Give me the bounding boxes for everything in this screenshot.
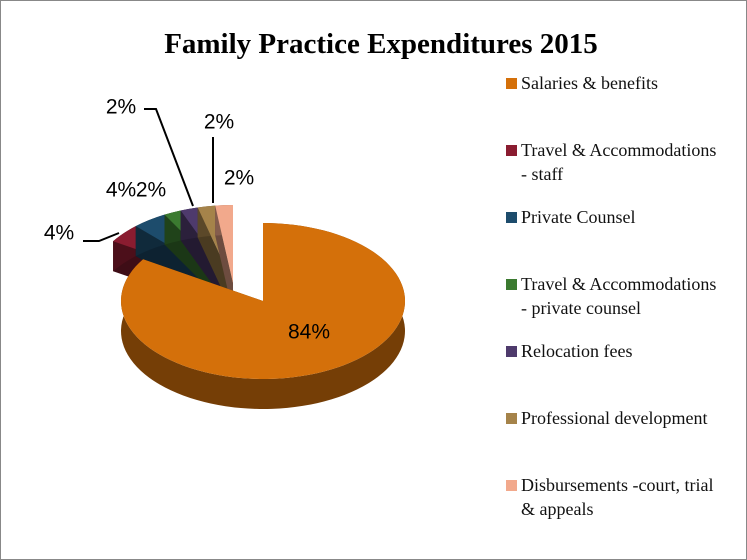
legend-swatch [506, 212, 517, 223]
legend-label: Travel & Accommodations - private counse… [521, 274, 717, 318]
legend-label: Disbursements -court, trial & appeals [521, 475, 714, 519]
legend-label: Salaries & benefits [521, 73, 658, 93]
legend-label: Relocation fees [521, 341, 633, 361]
leader-line [144, 108, 194, 207]
legend-label: Travel & Accommodations - staff [521, 140, 717, 184]
data-label: 2% [204, 111, 234, 134]
legend-swatch [506, 413, 517, 424]
legend-swatch [506, 346, 517, 357]
slice [121, 223, 405, 380]
leader-line [83, 232, 120, 242]
data-label: 4% [106, 179, 136, 202]
data-label: 2% [106, 96, 136, 119]
data-label: 2% [224, 167, 254, 190]
data-label: 84% [288, 321, 330, 344]
legend-label: Private Counsel [521, 207, 636, 227]
legend-swatch [506, 145, 517, 156]
slice [215, 205, 233, 283]
leader-lines [83, 108, 214, 242]
legend-swatch [506, 279, 517, 290]
legend-swatch [506, 78, 517, 89]
data-label: 2% [136, 179, 166, 202]
data-label: 4% [44, 222, 74, 245]
legend-label: Professional development [521, 408, 708, 428]
chart-title: Family Practice Expenditures 2015 [164, 28, 598, 60]
legend-swatch [506, 480, 517, 491]
